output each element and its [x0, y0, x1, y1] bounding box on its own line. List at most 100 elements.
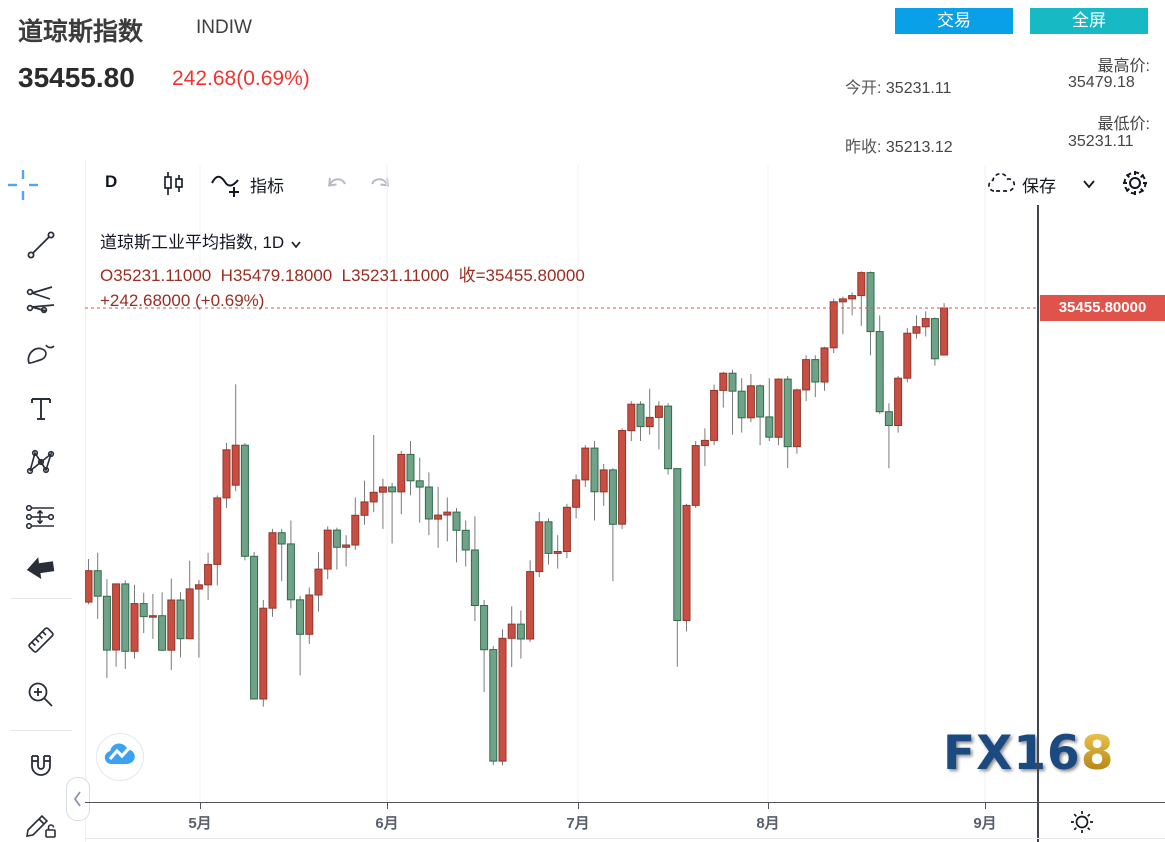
interval-button[interactable]: D — [105, 172, 118, 191]
drawing-toolbar — [0, 160, 86, 842]
open-label: 今开: — [845, 80, 882, 97]
indicators-icon[interactable] — [208, 168, 248, 202]
time-axis[interactable]: 5月 6月 7月 8月 9月 — [85, 803, 1165, 839]
candle — [240, 443, 249, 561]
time-axis-tick — [985, 803, 986, 809]
instrument-title: 道琼斯指数 — [18, 18, 144, 46]
candlestick-chart[interactable] — [85, 165, 1038, 803]
candle — [884, 403, 893, 469]
theme-sun-icon[interactable] — [1068, 808, 1096, 836]
candle — [461, 520, 470, 567]
candle — [746, 374, 755, 423]
candle — [691, 441, 700, 508]
brush-tool-icon[interactable] — [24, 337, 58, 371]
candle — [388, 482, 397, 544]
candle — [498, 629, 507, 766]
indicators-button[interactable]: 指标 — [250, 177, 284, 196]
pattern-tool-icon[interactable] — [24, 445, 58, 479]
measure-ruler-icon[interactable] — [24, 623, 58, 657]
candle — [121, 580, 130, 669]
candle — [838, 296, 847, 335]
time-axis-tick — [578, 803, 579, 809]
candle — [866, 271, 875, 356]
crosshair-tool-icon[interactable] — [6, 168, 40, 202]
arrow-marker-tool-icon[interactable] — [24, 553, 58, 587]
price-change: 242.68(0.69%) — [172, 67, 310, 90]
chevron-left-icon — [73, 791, 81, 807]
chart-legend-title[interactable]: 道琼斯工业平均指数, 1D — [100, 228, 303, 253]
candle — [820, 346, 829, 391]
candle — [194, 579, 203, 658]
candle — [774, 378, 783, 446]
candle — [783, 376, 792, 469]
candle — [213, 495, 222, 586]
candle — [369, 434, 378, 513]
candle — [176, 592, 185, 658]
chevron-down-icon[interactable] — [1080, 177, 1098, 191]
candle — [829, 298, 838, 354]
candle — [93, 552, 102, 619]
x-axis-label: 8月 — [756, 815, 780, 832]
prev-close-stat: 昨收: 35213.12 — [845, 133, 953, 157]
candle — [277, 528, 286, 582]
candle — [792, 388, 801, 454]
last-price-tag: 35455.80000 — [1040, 295, 1165, 321]
x-axis-label: 6月 — [375, 815, 399, 832]
high-value: 35479.18 — [1068, 74, 1135, 91]
trade-button[interactable]: 交易 — [895, 8, 1013, 34]
collapse-toolbar-handle[interactable] — [66, 777, 90, 821]
candle — [470, 516, 479, 621]
candle — [516, 610, 525, 659]
gann-fib-tool-icon[interactable] — [24, 283, 58, 317]
candle — [553, 535, 562, 569]
projection-tool-icon[interactable] — [24, 500, 58, 534]
candle — [700, 428, 709, 467]
candle — [654, 401, 663, 450]
prev-close-label: 昨收: — [845, 139, 882, 156]
save-button[interactable]: 保存 — [1022, 177, 1056, 196]
settings-gear-icon[interactable] — [1118, 166, 1152, 200]
candle — [544, 518, 553, 565]
lock-drawings-icon[interactable] — [24, 806, 58, 840]
candle — [314, 552, 323, 612]
candle — [857, 271, 866, 326]
fullscreen-button[interactable]: 全屏 — [1030, 8, 1148, 34]
price-axis-separator — [1037, 205, 1039, 842]
candle — [158, 592, 167, 652]
tradingview-logo-button[interactable] — [96, 733, 144, 781]
time-axis-line — [85, 802, 1165, 803]
candle — [286, 520, 295, 609]
save-cloud-icon[interactable] — [985, 170, 1021, 198]
candle — [139, 592, 148, 634]
x-axis-label: 5月 — [188, 815, 212, 832]
low-label: 最低价: — [1097, 116, 1150, 133]
magnet-tool-icon[interactable] — [24, 750, 58, 784]
candle — [85, 559, 93, 605]
fx168-watermark: FX168 — [943, 726, 1115, 781]
undo-icon[interactable] — [324, 172, 352, 196]
high-label: 最高价: — [1097, 58, 1150, 75]
candle — [802, 355, 811, 402]
x-axis-label: 9月 — [973, 815, 997, 832]
candle — [756, 384, 765, 446]
candle — [673, 468, 682, 667]
cloud-chart-logo-icon — [104, 743, 135, 764]
candle — [903, 328, 912, 383]
legend-chevron-down-icon[interactable] — [289, 238, 303, 250]
candle — [765, 378, 774, 441]
candle — [608, 468, 617, 582]
candle — [811, 355, 820, 398]
candle — [921, 311, 930, 337]
trend-line-tool-icon[interactable] — [24, 228, 58, 262]
chart-type-candles-icon[interactable] — [158, 169, 188, 199]
candle — [148, 594, 157, 639]
candle — [728, 369, 737, 435]
candle — [912, 315, 921, 339]
candle — [296, 595, 305, 676]
low-value: 35231.11 — [1068, 133, 1134, 150]
text-tool-icon[interactable] — [24, 392, 58, 426]
zoom-in-tool-icon[interactable] — [24, 678, 58, 712]
candle — [507, 606, 516, 667]
candle — [875, 315, 884, 414]
